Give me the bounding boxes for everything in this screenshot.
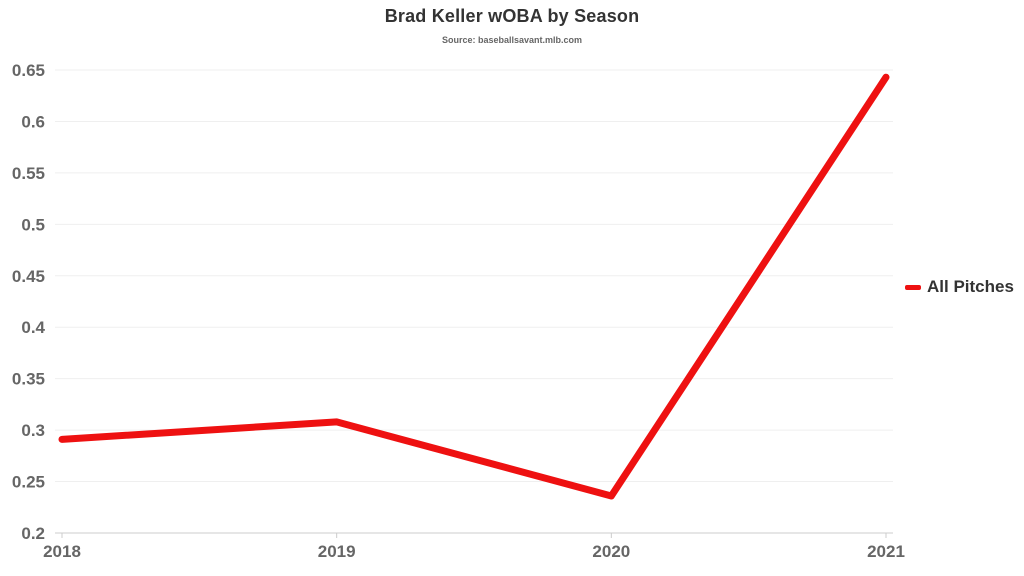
y-tick-label: 0.45	[12, 267, 45, 286]
y-tick-label: 0.2	[21, 524, 45, 543]
x-tick-label: 2020	[592, 542, 630, 561]
y-tick-label: 0.55	[12, 164, 45, 183]
y-tick-label: 0.3	[21, 421, 45, 440]
y-tick-label: 0.65	[12, 61, 45, 80]
y-tick-label: 0.35	[12, 370, 45, 389]
y-tick-label: 0.4	[21, 318, 45, 337]
y-tick-label: 0.6	[21, 112, 45, 131]
legend-item-all-pitches[interactable]: All Pitches	[905, 277, 1014, 297]
y-tick-label: 0.25	[12, 473, 45, 492]
legend-label: All Pitches	[927, 277, 1014, 296]
series-line-all-pitches	[58, 73, 890, 500]
y-tick-label: 0.5	[21, 215, 45, 234]
x-tick-label: 2018	[43, 542, 81, 561]
x-tick-label: 2019	[318, 542, 356, 561]
chart-title: Brad Keller wOBA by Season	[384, 6, 640, 26]
chart-subtitle: Source: baseballsavant.mlb.com	[441, 35, 583, 45]
legend-marker-icon	[905, 284, 921, 290]
x-tick-label: 2021	[867, 542, 905, 561]
